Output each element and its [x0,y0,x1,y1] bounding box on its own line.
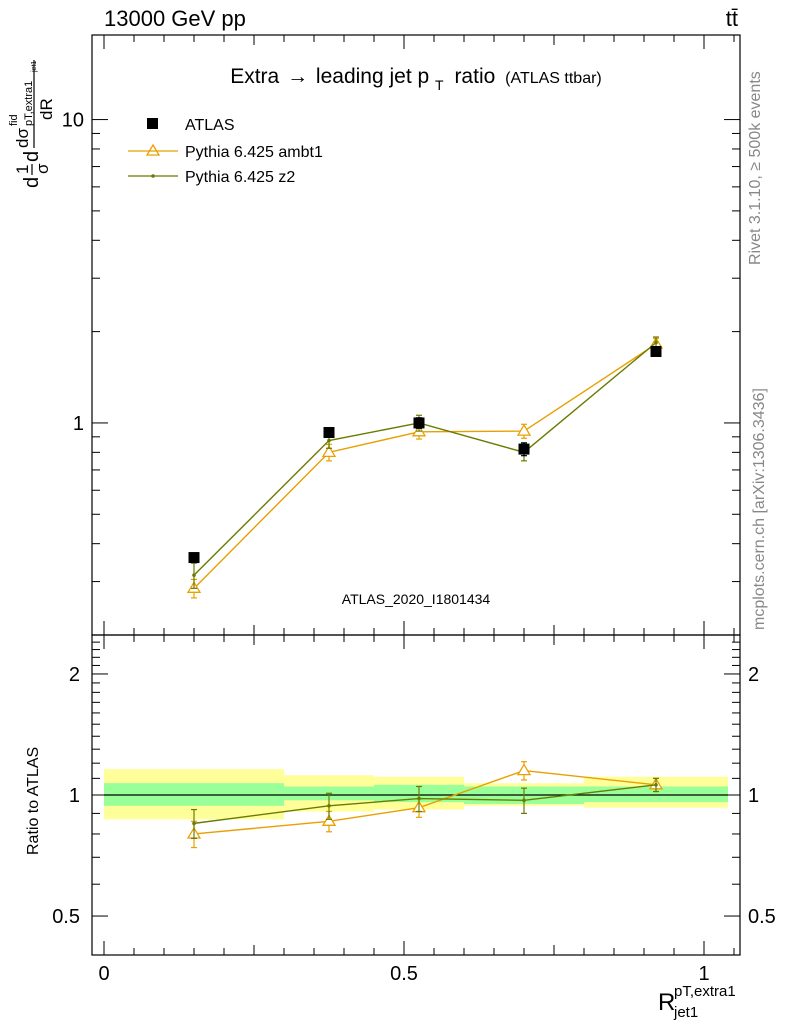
x-tick-label: 0.5 [390,963,418,985]
data-point-z2 [327,438,331,443]
legend-ambt1-marker [145,143,161,156]
ylabel-frac2-num: dσ [13,128,32,148]
title-arrow: → [287,65,308,88]
legend: ATLAS Pythia 6.425 ambt1 Pythia 6.425 z2 [128,117,323,186]
ylabel-sup: fid [8,114,20,126]
y-tick-label: 1 [73,413,84,435]
title-main: Extra [230,65,279,88]
y-tick-label: 10 [62,110,84,132]
ratio-y-tick-label: 0.5 [52,906,80,928]
ylabel-frac1-den: σ [33,163,52,174]
x-tick-label: 0 [98,963,109,985]
legend-ambt1-label: Pythia 6.425 ambt1 [185,144,323,161]
data-point-z2 [522,798,526,803]
title-tail: ratio [454,65,495,88]
ylabel-frac2-den: dR [37,98,56,120]
ratio-xlabel: R pT,extra1 jet1 [658,983,736,1021]
ylabel-d2: d [21,151,43,162]
legend-z2-marker [151,174,155,178]
main-ylabel: d 1 σ d dσ fid pT,extra1 jet1 dR [8,60,56,188]
data-point-ambt1 [321,445,337,457]
legend-z2-label: Pythia 6.425 z2 [185,169,295,186]
ratio-ylabel: Ratio to ATLAS [25,747,42,855]
data-point-atlas [518,443,530,455]
series-line-triangle-open [193,343,657,589]
series-line-dot [193,342,657,576]
header-energy: 13000 GeV pp [104,6,246,31]
analysis-watermark: ATLAS_2020_I1801434 [342,591,491,607]
legend-atlas-label: ATLAS [185,117,235,134]
ratio-y-tick-label: 1 [69,785,80,807]
ratio-y-tick-label-right: 0.5 [748,906,776,928]
ratio-y-tick-label-right: 1 [748,785,759,807]
data-point-ambt1 [516,423,532,436]
title-rest: leading jet p [316,65,429,88]
ratio-frame [91,634,741,956]
data-point-z2 [192,821,196,826]
data-point-z2 [654,783,658,787]
x-tick-label: 1 [698,963,709,985]
side-rivet: Rivet 3.1.10, ≥ 500k events [747,71,764,265]
ratio-y-tick-label: 2 [69,664,80,686]
ylabel-d1: d [21,177,43,188]
xlabel-main: R [658,989,675,1016]
ratio-y-tick-label-right: 2 [748,664,759,686]
data-point-atlas [188,552,200,564]
ratio-panel [92,634,740,956]
data-point-atlas [413,417,425,429]
data-point-atlas [650,345,662,357]
ylabel-sub: pT,extra1 [23,81,35,126]
main-title: Extra → leading jet p T ratio (ATLAS ttb… [230,65,602,95]
legend-atlas-marker [147,118,158,129]
data-point-ambt1 [516,763,532,776]
ylabel-frac1-num: 1 [13,165,32,174]
data-point-atlas [323,427,335,439]
title-note: (ATLAS ttbar) [505,70,602,87]
data-point-z2 [327,804,331,808]
header-process: tt̄ [726,6,738,31]
data-point-z2 [192,573,196,577]
title-sub: T [435,77,444,93]
uncertainty-band-inner [584,786,728,803]
data-point-ambt1 [321,814,337,826]
xlabel-sup: pT,extra1 [674,983,736,1000]
side-mcplots: mcplots.cern.ch [arXiv:1306.3436] [751,388,768,630]
main-panel [92,35,740,636]
xlabel-sub: jet1 [673,1004,698,1021]
data-point-z2 [654,340,658,345]
data-point-z2 [417,796,421,801]
